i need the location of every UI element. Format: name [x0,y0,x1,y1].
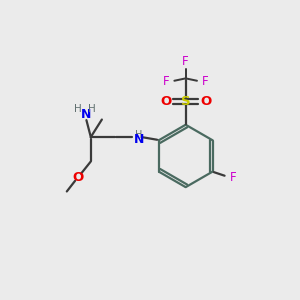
Text: N: N [134,133,144,146]
Text: O: O [160,95,171,108]
Text: H: H [135,130,142,140]
Text: F: F [182,55,189,68]
Text: O: O [200,95,211,108]
Text: F: F [202,75,208,88]
Text: H: H [74,104,82,114]
Text: S: S [181,95,190,108]
Text: N: N [81,108,91,121]
Text: O: O [73,171,84,184]
Text: F: F [163,75,170,88]
Text: F: F [230,171,236,184]
Text: H: H [88,104,96,114]
